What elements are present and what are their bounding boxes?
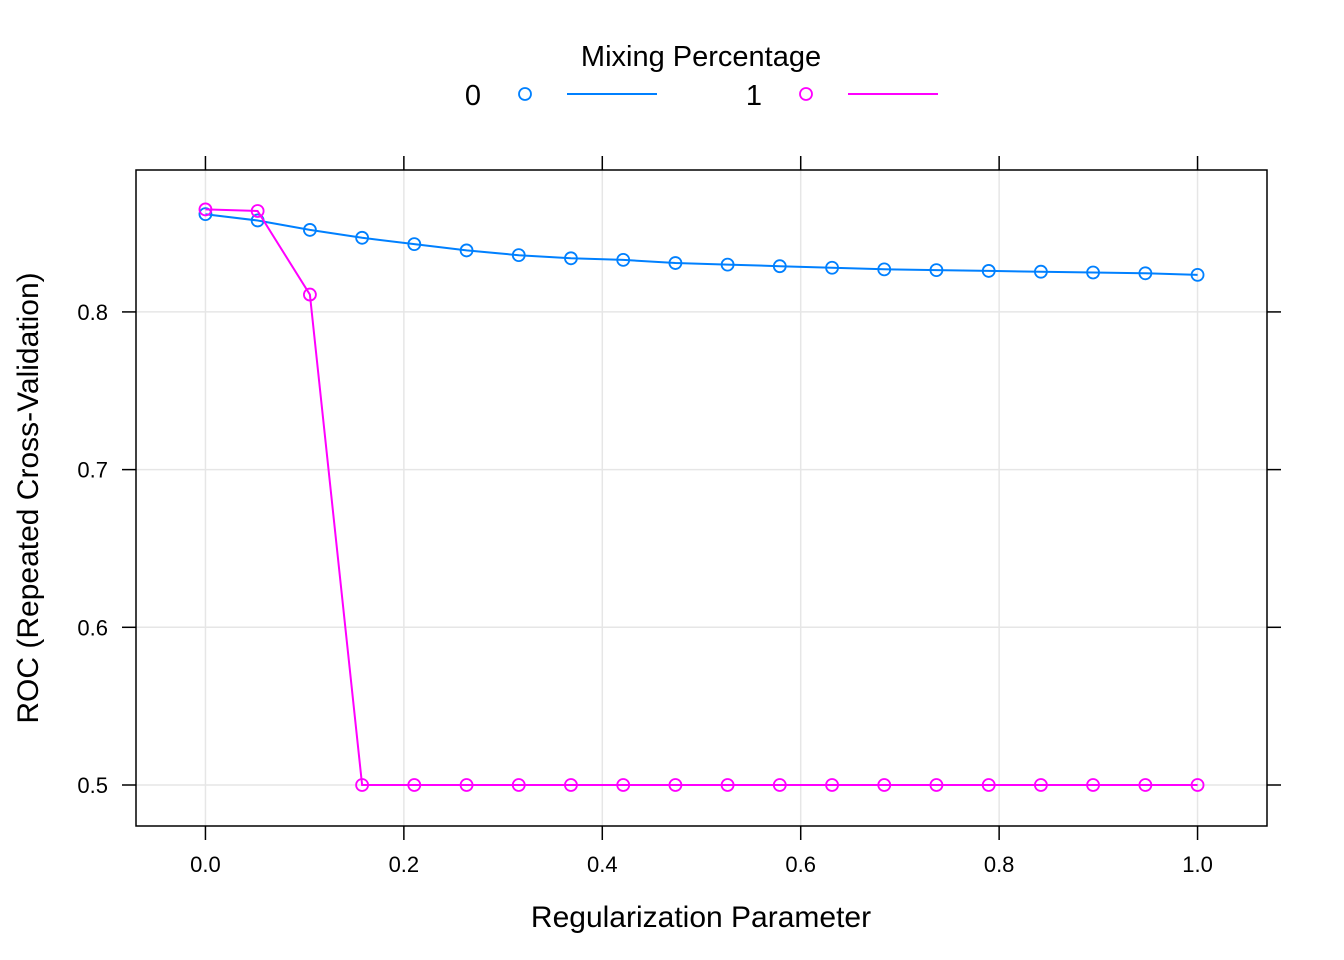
y-tick-label-2: 0.7 xyxy=(77,458,108,483)
series-0-point-13 xyxy=(877,262,892,277)
series-1-point-9 xyxy=(668,778,683,792)
series-0-point-6 xyxy=(511,248,526,263)
series-1-point-2 xyxy=(303,287,317,302)
series-1-point-12 xyxy=(825,778,839,792)
series-0-point-2 xyxy=(303,223,317,237)
series-1-point-17 xyxy=(1086,778,1100,792)
x-tick-label-5: 1.0 xyxy=(1182,852,1213,877)
series-1-point-16 xyxy=(1033,778,1048,792)
x-tick-label-2: 0.4 xyxy=(587,852,618,877)
y-tick-label-0: 0.5 xyxy=(77,773,108,798)
series-0-point-18 xyxy=(1138,266,1153,281)
series-1-line xyxy=(205,208,1198,786)
series-1-point-4 xyxy=(407,778,422,792)
x-axis-label: Regularization Parameter xyxy=(531,901,871,934)
series-1-point-5 xyxy=(459,778,474,792)
series-0-line xyxy=(205,213,1198,276)
series-1-point-10 xyxy=(720,778,735,792)
series-0-point-7 xyxy=(564,251,578,266)
series-1-point-8 xyxy=(616,778,631,792)
axis-ticks: 0.0 0.2 0.4 0.6 0.8 1.0 0.5 0.6 0.7 0.8 xyxy=(77,156,1281,877)
legend-title: Mixing Percentage xyxy=(581,41,821,73)
y-tick-label-1: 0.6 xyxy=(77,615,108,640)
series-0-point-11 xyxy=(772,259,787,274)
series-0-point-4 xyxy=(407,237,422,252)
series-1-point-18 xyxy=(1138,778,1153,792)
series-1-point-1 xyxy=(250,204,265,218)
series-1-point-0 xyxy=(198,202,213,217)
legend-point-1 xyxy=(799,87,813,101)
y-tick-label-3: 0.8 xyxy=(77,300,108,325)
series-1-point-19 xyxy=(1190,778,1205,792)
y-axis-label: ROC (Repeated Cross-Validation) xyxy=(12,272,45,723)
series-0-point-10 xyxy=(720,257,735,272)
series-1-point-15 xyxy=(981,778,996,792)
x-tick-label-1: 0.2 xyxy=(389,852,420,877)
x-tick-label-4: 0.8 xyxy=(984,852,1015,877)
series-1-point-7 xyxy=(564,778,578,792)
series-0-point-14 xyxy=(929,263,944,278)
series-1-point-6 xyxy=(511,778,526,792)
legend-label-1: 1 xyxy=(746,80,762,112)
series-0-point-15 xyxy=(981,264,996,278)
series-0-point-17 xyxy=(1086,265,1100,280)
x-tick-label-3: 0.6 xyxy=(785,852,816,877)
series-1-point-14 xyxy=(929,778,944,792)
series-0-point-0 xyxy=(198,207,213,222)
grid-lines xyxy=(136,170,1267,826)
x-tick-label-0: 0.0 xyxy=(190,852,221,877)
series-0-point-19 xyxy=(1190,267,1205,282)
series-0-point-5 xyxy=(459,243,474,258)
legend-point-0 xyxy=(518,87,532,101)
series-0-point-16 xyxy=(1033,264,1048,279)
series-group xyxy=(198,202,1205,792)
series-0-point-8 xyxy=(616,252,631,267)
series-1-point-11 xyxy=(772,778,787,792)
series-0-point-3 xyxy=(355,230,370,245)
series-1-point-13 xyxy=(877,778,892,792)
series-0-point-9 xyxy=(668,256,683,270)
series-1-point-3 xyxy=(355,778,370,792)
series-0-point-12 xyxy=(825,260,839,275)
legend-label-0: 0 xyxy=(465,80,481,112)
plot-frame xyxy=(135,169,1268,827)
